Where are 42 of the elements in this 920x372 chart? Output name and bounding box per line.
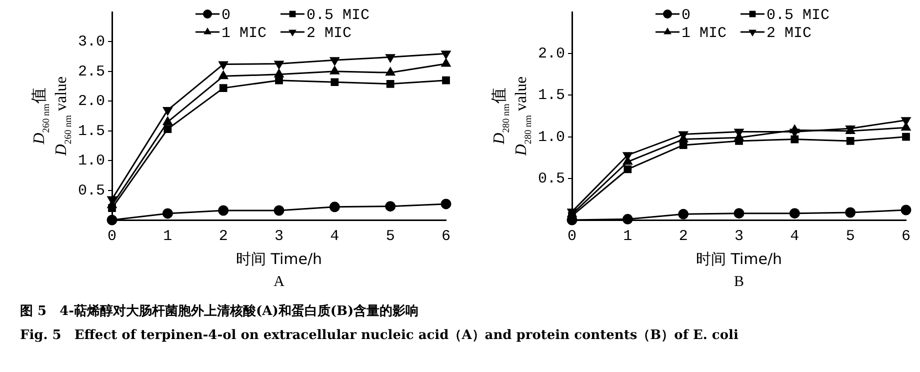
legend-label: 0.5 MIC [766,6,830,24]
caption: 图 5 4-萜烯醇对大肠杆菌胞外上清核酸(A)和蛋白质(B)含量的影响 [20,303,420,321]
legend-label: 1 MIC [222,24,267,42]
y-tick-label: 1.5 [538,87,566,104]
y-tick-label: 1.0 [78,152,106,170]
x-tick-label: 3 [274,228,284,245]
legend-label: 0 [682,6,691,24]
x-tick-label: 0 [107,228,117,245]
y-tick-label: 2.5 [78,63,106,80]
x-axis-title: 时间 Time/h [236,250,322,268]
y-tick-label: 2.0 [538,46,566,63]
text: D280 nm值 [491,88,512,144]
text: D260 nm value [53,76,74,156]
y-tick-label: 0.5 [78,182,106,200]
caption: Fig. 5 Effect of terpinen-4-ol on extracellular nucleic acid（A）and protein contents（B）of E. coli [20,327,740,345]
y-tick-label: 3.0 [78,34,106,51]
y-tick-label: 1.5 [78,122,106,140]
y-tick-label: 2.0 [78,93,106,110]
x-tick-label: 1 [623,228,632,245]
x-tick-label: 3 [734,228,744,245]
text: B [734,274,744,290]
x-tick-label: 5 [846,228,855,245]
x-tick-label: 2 [218,228,228,245]
text: D260 nm值 [31,88,52,144]
x-axis-title: 时间 Time/h [696,250,782,268]
x-tick-label: 2 [678,228,688,245]
legend-label: 1 MIC [682,24,727,42]
y-tick-label: 1.0 [538,128,566,146]
y-tick-label: 0.5 [538,170,566,188]
x-tick-label: 0 [567,228,577,245]
legend-label: 0.5 MIC [306,6,370,24]
x-tick-label: 4 [790,228,800,245]
x-tick-label: 6 [901,228,911,245]
x-tick-label: 6 [441,228,451,245]
text: D280 nm value [513,76,534,156]
text: A [274,274,285,290]
legend-label: 2 MIC [766,24,812,42]
x-tick-label: 1 [163,228,172,245]
legend-label: 2 MIC [306,24,352,42]
x-tick-label: 4 [330,228,340,245]
x-tick-label: 5 [386,228,395,245]
legend-label: 0 [222,6,231,24]
